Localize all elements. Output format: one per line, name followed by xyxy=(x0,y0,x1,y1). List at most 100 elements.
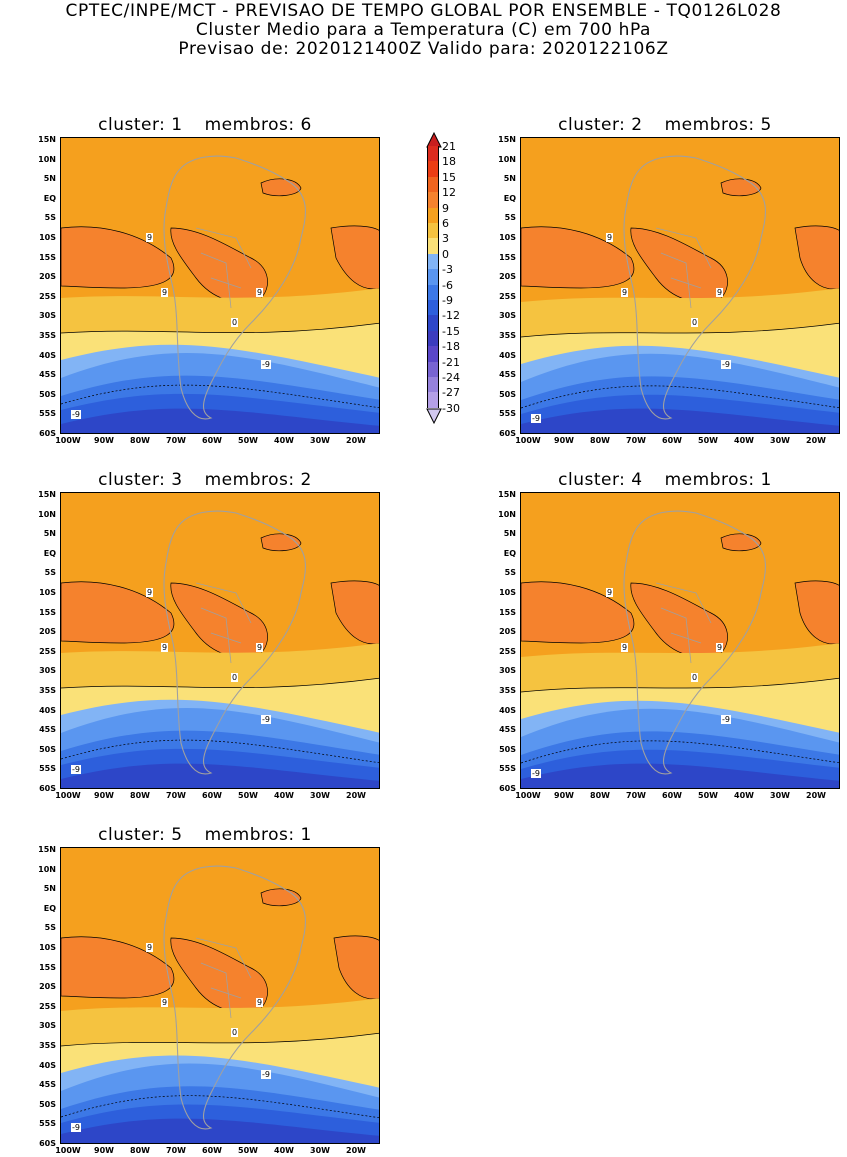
colorbar-label: 21 xyxy=(442,140,456,153)
x-tick-label: 90W xyxy=(94,791,114,800)
panel-title: cluster: 3 membros: 2 xyxy=(60,470,350,490)
panel-title: cluster: 2 membros: 5 xyxy=(520,115,810,135)
y-tick-label: 55S xyxy=(39,764,56,774)
x-tick-label: 40W xyxy=(274,1146,294,1155)
y-tick-label: 5S xyxy=(44,923,56,933)
coastline-south-america xyxy=(163,510,307,775)
colorbar-label: -18 xyxy=(442,340,460,354)
y-tick-label: 5N xyxy=(43,174,56,184)
y-tick-label: 10N xyxy=(38,509,56,519)
contour-label-9: 9 xyxy=(256,998,264,1007)
y-tick-label: 20S xyxy=(499,272,516,282)
x-tick-label: 100W xyxy=(515,436,541,445)
x-tick-label: 20W xyxy=(806,436,826,445)
colorbar-swatch xyxy=(427,392,439,408)
y-tick-label: 5S xyxy=(504,213,516,223)
contour-label-minus9: -9 xyxy=(721,715,731,724)
y-tick-label: 5N xyxy=(43,529,56,539)
y-tick-label: 5S xyxy=(504,568,516,578)
y-tick-label: 20S xyxy=(39,982,56,992)
y-tick-label: EQ xyxy=(503,193,516,203)
colorbar-label: 12 xyxy=(442,186,456,200)
contour-label-9: 9 xyxy=(256,288,264,297)
contour-0 xyxy=(521,322,839,338)
colorbar-label: -24 xyxy=(442,371,460,384)
contour-label-9: 9 xyxy=(256,643,264,652)
x-tick-label: 60W xyxy=(202,1146,222,1155)
colorbar-label: 9 xyxy=(442,201,449,215)
x-tick-label: 30W xyxy=(310,436,330,445)
contour-label-minus9: -9 xyxy=(531,769,541,778)
y-tick-label: 55S xyxy=(499,764,516,774)
y-tick-label: 30S xyxy=(499,311,516,321)
band-9-region xyxy=(330,225,379,290)
panel-title: cluster: 5 membros: 1 xyxy=(60,825,350,845)
colorbar-label: -27 xyxy=(442,386,460,400)
members-label: membros: xyxy=(204,470,295,490)
cluster-number: 2 xyxy=(631,115,643,135)
y-tick-label: 40S xyxy=(39,1060,56,1070)
contour-label-9: 9 xyxy=(621,643,629,652)
x-tick-label: 30W xyxy=(310,1146,330,1155)
y-tick-label: 10N xyxy=(38,864,56,874)
country-borders xyxy=(195,937,252,1019)
colorbar-swatch xyxy=(427,161,439,177)
x-tick-label: 40W xyxy=(274,791,294,800)
x-tick-label: 30W xyxy=(310,791,330,800)
x-tick-label: 60W xyxy=(202,436,222,445)
colorbar-swatch xyxy=(427,207,439,223)
colorbar-swatch xyxy=(427,269,439,285)
map-panel-cluster-4: cluster: 4 membros: 1 -9 -9 0 9 9 9 15N 10N 5N EQ 5… xyxy=(480,470,840,800)
contour-label-0: 0 xyxy=(691,673,699,682)
temperature-field xyxy=(61,848,379,1143)
temperature-field xyxy=(521,493,839,788)
colorbar-label: 3 xyxy=(442,232,449,246)
members-label: membros: xyxy=(664,470,755,490)
band-9-region xyxy=(330,580,379,645)
contour-label-9: 9 xyxy=(146,233,154,242)
y-tick-label: 60S xyxy=(39,1139,56,1148)
temperature-map: -9 -9 0 9 9 9 xyxy=(60,847,380,1144)
country-borders xyxy=(195,227,252,309)
colorbar-swatch xyxy=(427,146,439,162)
y-tick-label: 40S xyxy=(499,705,516,715)
members-count: 5 xyxy=(760,115,772,135)
colorbar-swatch xyxy=(427,238,439,254)
y-tick-label: 50S xyxy=(39,744,56,754)
x-tick-label: 90W xyxy=(94,1146,114,1155)
y-tick-label: 35S xyxy=(39,686,56,695)
y-tick-label: 25S xyxy=(39,646,56,656)
colorbar-label: -15 xyxy=(442,324,460,338)
y-tick-label: EQ xyxy=(43,193,56,203)
map-panel-cluster-1: cluster: 1 membros: 6 -9 -9 0 9 9 9 15N 10N 5N EQ 5… xyxy=(20,115,380,445)
panel-title: cluster: 1 membros: 6 xyxy=(60,115,350,135)
x-tick-label: 50W xyxy=(238,1146,258,1155)
temperature-map: -9 -9 0 9 9 9 xyxy=(60,137,380,434)
y-tick-label: 10N xyxy=(498,509,516,519)
colorbar-label: 6 xyxy=(442,217,449,230)
contour-label-minus9: -9 xyxy=(531,414,541,423)
coastline-south-america xyxy=(623,510,767,775)
y-tick-label: 15N xyxy=(38,135,56,144)
y-tick-label: 60S xyxy=(499,429,516,438)
y-tick-label: 10S xyxy=(499,233,516,242)
contour-label-0: 0 xyxy=(691,318,699,327)
contour-label-9: 9 xyxy=(606,233,614,242)
cluster-label: cluster: xyxy=(98,115,166,135)
colorbar-swatch xyxy=(427,176,439,193)
y-tick-label: 15N xyxy=(498,135,516,144)
y-tick-label: EQ xyxy=(43,903,56,913)
x-tick-label: 60W xyxy=(662,791,682,800)
contour-label-0: 0 xyxy=(231,1028,239,1037)
colorbar-label: -3 xyxy=(442,263,453,277)
contour-label-minus9: -9 xyxy=(261,715,271,724)
y-tick-label: 40S xyxy=(39,350,56,360)
cluster-number: 5 xyxy=(171,825,183,845)
y-tick-label: 5S xyxy=(44,213,56,223)
contour-label-9: 9 xyxy=(161,288,169,297)
colorbar-swatch xyxy=(427,192,439,208)
contour-label-minus9: -9 xyxy=(71,765,81,774)
y-tick-label: 10S xyxy=(39,588,56,597)
contour-label-0: 0 xyxy=(231,673,239,682)
members-count: 2 xyxy=(300,470,312,490)
